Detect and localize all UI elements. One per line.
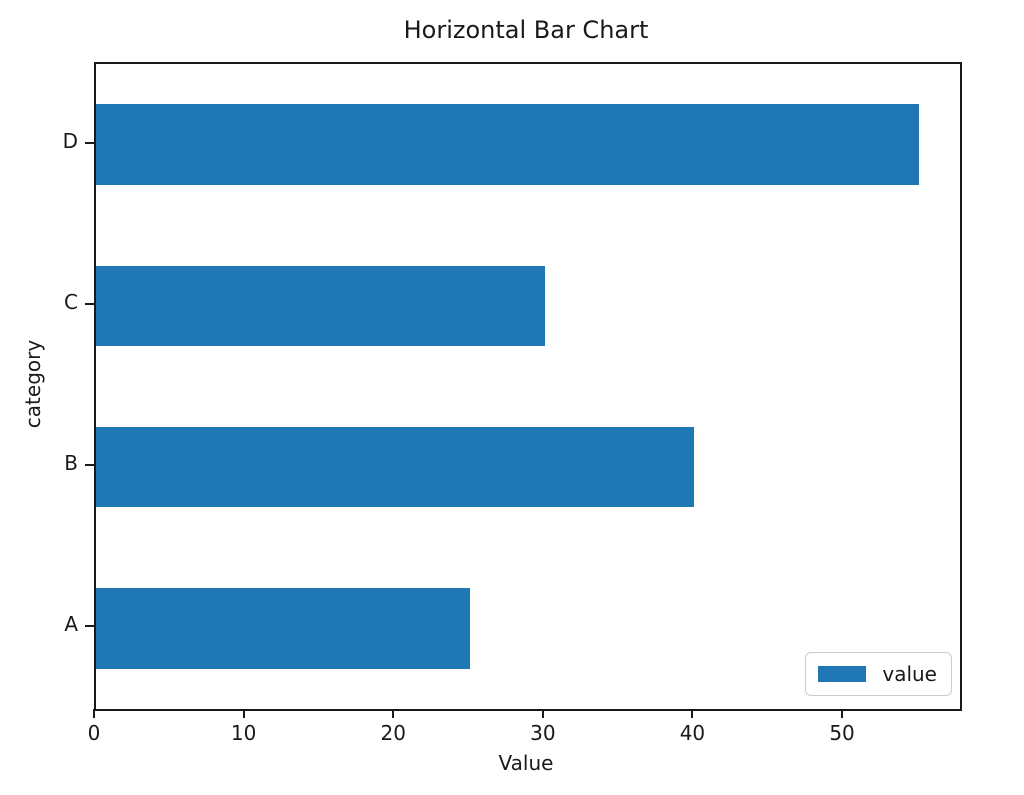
- bar-B: [96, 426, 695, 508]
- x-tick-mark-40: [691, 709, 694, 718]
- x-tick-label-50: 50: [829, 721, 855, 745]
- bar-D: [96, 104, 919, 185]
- x-tick-mark-50: [841, 709, 844, 718]
- x-tick-label-10: 10: [230, 721, 257, 745]
- legend-swatch-icon: [818, 666, 867, 682]
- y-tick-mark-D: [85, 141, 94, 144]
- legend: value: [805, 652, 952, 696]
- y-tick-label-C: C: [64, 289, 78, 314]
- x-tick-label-20: 20: [380, 721, 406, 745]
- y-tick-label-B: B: [64, 451, 78, 476]
- plot-area: value: [94, 62, 962, 711]
- y-axis-label: category: [21, 339, 45, 429]
- bar-A: [96, 588, 471, 669]
- y-tick-mark-A: [85, 625, 94, 628]
- x-tick-label-40: 40: [679, 721, 706, 745]
- x-tick-mark-0: [93, 709, 95, 718]
- x-tick-mark-30: [541, 709, 544, 718]
- x-axis-label: Value: [498, 751, 554, 775]
- chart-title: Horizontal Bar Chart: [403, 16, 649, 44]
- x-tick-mark-20: [392, 709, 395, 718]
- y-tick-label-A: A: [64, 612, 78, 637]
- x-tick-label-0: 0: [87, 721, 101, 745]
- legend-label: value: [882, 662, 937, 686]
- y-tick-mark-B: [85, 464, 94, 467]
- y-tick-label-D: D: [62, 128, 78, 153]
- x-tick-label-30: 30: [530, 721, 556, 745]
- y-tick-mark-C: [85, 302, 94, 305]
- x-tick-mark-10: [242, 709, 245, 718]
- bar-C: [96, 265, 545, 347]
